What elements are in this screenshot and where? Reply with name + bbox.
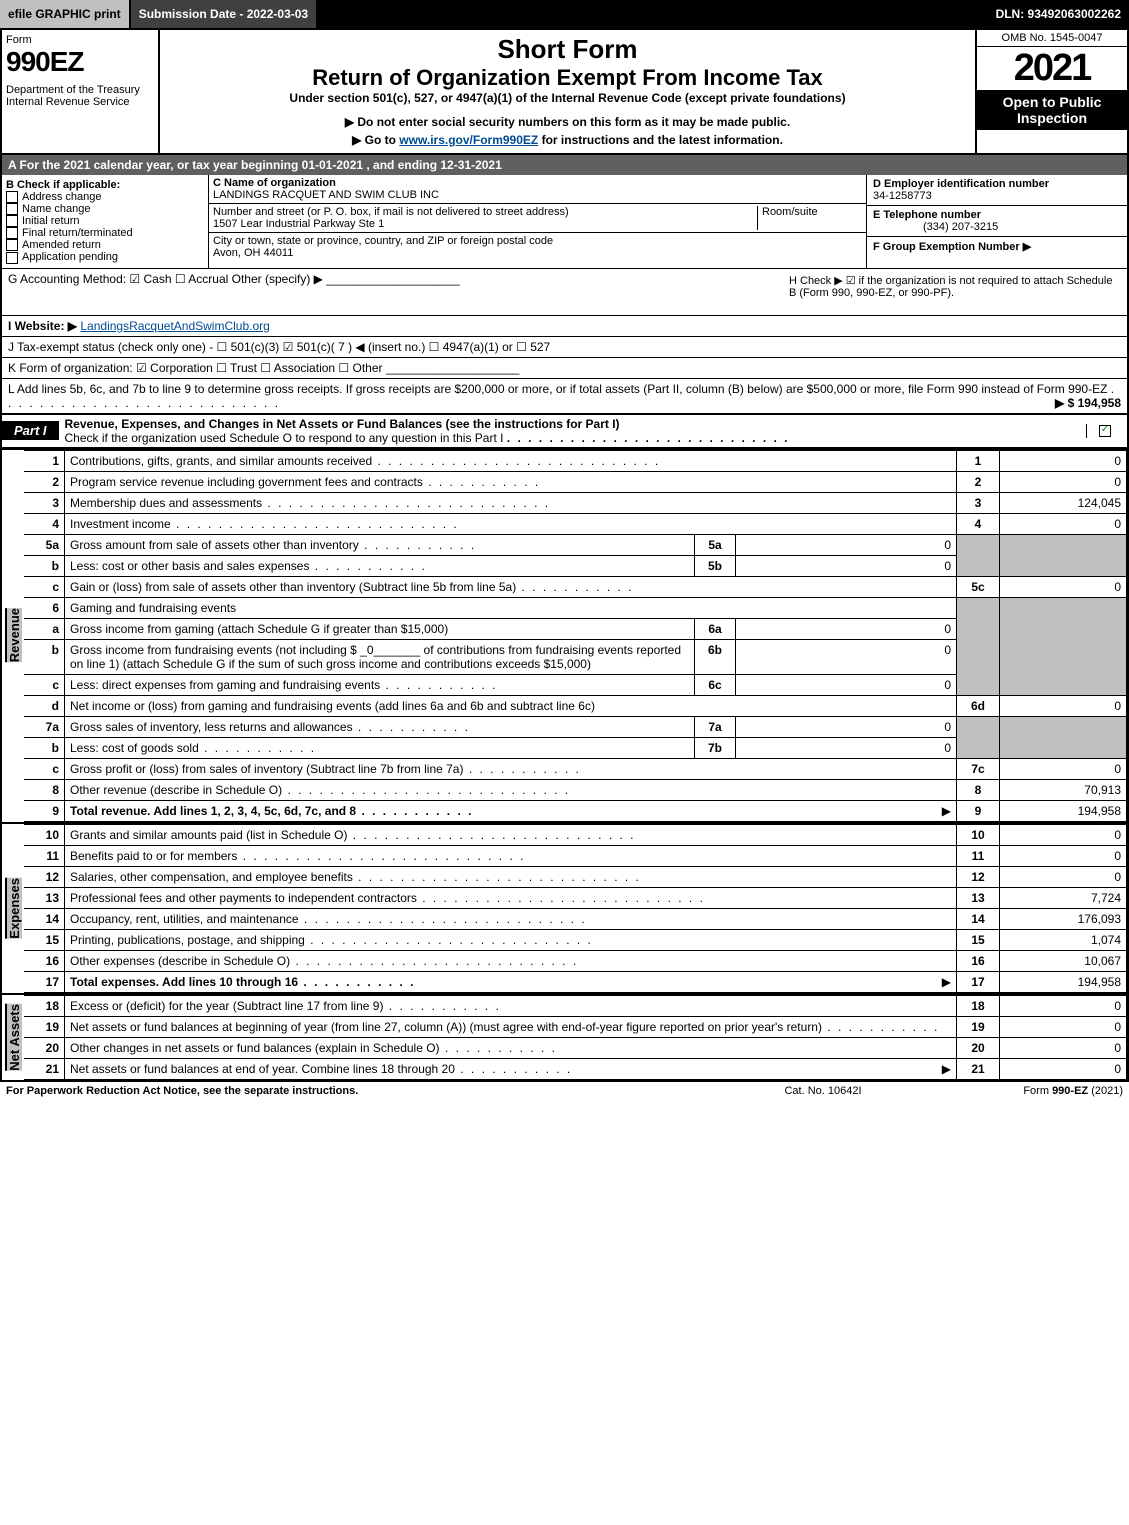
chk-final[interactable] xyxy=(6,227,18,239)
city-label: City or town, state or province, country… xyxy=(213,235,862,247)
bcdef-row: B Check if applicable: Address change Na… xyxy=(2,175,1127,269)
revenue-section: Revenue 1Contributions, gifts, grants, a… xyxy=(2,448,1127,822)
form-label: Form xyxy=(6,34,154,46)
l-text: L Add lines 5b, 6c, and 7b to line 9 to … xyxy=(8,382,1107,396)
netassets-section: Net Assets 18Excess or (deficit) for the… xyxy=(2,993,1127,1080)
opt-amended: Amended return xyxy=(22,239,101,251)
netassets-table: 18Excess or (deficit) for the year (Subt… xyxy=(24,995,1127,1080)
line-j: J Tax-exempt status (check only one) - ☐… xyxy=(2,337,1127,358)
goto-post: for instructions and the latest informat… xyxy=(538,133,783,147)
section-def: D Employer identification number 34-1258… xyxy=(866,175,1127,268)
top-bar: efile GRAPHIC print Submission Date - 20… xyxy=(0,0,1129,28)
opt-final: Final return/terminated xyxy=(22,227,133,239)
phone: (334) 207-3215 xyxy=(873,221,1121,233)
room-label: Room/suite xyxy=(757,206,862,230)
submission-tab: Submission Date - 2022-03-03 xyxy=(131,0,318,28)
dln: DLN: 93492063002262 xyxy=(988,3,1129,25)
g-text: G Accounting Method: ☑ Cash ☐ Accrual Ot… xyxy=(8,272,460,286)
opt-initial: Initial return xyxy=(22,215,79,227)
footer-right: Form 990-EZ (2021) xyxy=(923,1085,1123,1097)
form-header: Form 990EZ Department of the Treasury In… xyxy=(2,30,1127,155)
return-title: Return of Organization Exempt From Incom… xyxy=(164,65,971,91)
dots xyxy=(507,431,790,445)
ein: 34-1258773 xyxy=(873,190,1121,202)
goto-pre: ▶ Go to xyxy=(352,133,399,147)
l-amt: ▶ $ 194,958 xyxy=(1055,396,1121,410)
open-inspection: Open to Public Inspection xyxy=(977,90,1127,130)
city: Avon, OH 44011 xyxy=(213,247,862,259)
line-a: A For the 2021 calendar year, or tax yea… xyxy=(2,155,1127,175)
part1-header: Part I Revenue, Expenses, and Changes in… xyxy=(2,414,1127,448)
section-b: B Check if applicable: Address change Na… xyxy=(2,175,209,268)
org-name: LANDINGS RACQUET AND SWIM CLUB INC xyxy=(213,189,862,201)
part1-title: Revenue, Expenses, and Changes in Net As… xyxy=(59,415,1086,447)
c-label: C Name of organization xyxy=(213,177,862,189)
irs-link[interactable]: www.irs.gov/Form990EZ xyxy=(399,133,538,147)
footer: For Paperwork Reduction Act Notice, see … xyxy=(0,1082,1129,1100)
expenses-section: Expenses 10Grants and similar amounts pa… xyxy=(2,822,1127,993)
street-label: Number and street (or P. O. box, if mail… xyxy=(213,206,757,218)
chk-amended[interactable] xyxy=(6,239,18,251)
form-number: 990EZ xyxy=(6,46,154,78)
tax-year: 2021 xyxy=(977,47,1127,90)
chk-name[interactable] xyxy=(6,203,18,215)
dept-label: Department of the Treasury xyxy=(6,84,154,96)
netassets-label: Net Assets xyxy=(5,1004,22,1071)
revenue-label: Revenue xyxy=(5,608,22,662)
opt-pending: Application pending xyxy=(22,251,118,263)
expenses-table: 10Grants and similar amounts paid (list … xyxy=(24,824,1127,993)
short-form-title: Short Form xyxy=(164,34,971,65)
omb: OMB No. 1545-0047 xyxy=(977,30,1127,47)
footer-mid: Cat. No. 10642I xyxy=(723,1085,923,1097)
d-label: D Employer identification number xyxy=(873,178,1121,190)
efile-tab[interactable]: efile GRAPHIC print xyxy=(0,0,131,28)
line-k: K Form of organization: ☑ Corporation ☐ … xyxy=(2,358,1127,379)
ssn-note: ▶ Do not enter social security numbers o… xyxy=(164,113,971,131)
goto-note: ▶ Go to www.irs.gov/Form990EZ for instru… xyxy=(164,131,971,149)
chk-pending[interactable] xyxy=(6,252,18,264)
opt-address: Address change xyxy=(22,191,102,203)
f-label: F Group Exemption Number ▶ xyxy=(873,240,1121,253)
part1-sub: Check if the organization used Schedule … xyxy=(65,431,504,445)
chk-address[interactable] xyxy=(6,191,18,203)
street: 1507 Lear Industrial Parkway Ste 1 xyxy=(213,218,757,230)
revenue-table: 1Contributions, gifts, grants, and simil… xyxy=(24,450,1127,822)
h-text: H Check ▶ ☑ if the organization is not r… xyxy=(787,272,1121,301)
chk-initial[interactable] xyxy=(6,215,18,227)
line-i: I Website: ▶ LandingsRacquetAndSwimClub.… xyxy=(2,316,1127,337)
website-link[interactable]: LandingsRacquetAndSwimClub.org xyxy=(80,319,269,333)
under-section: Under section 501(c), 527, or 4947(a)(1)… xyxy=(164,91,971,105)
form-outer: Form 990EZ Department of the Treasury In… xyxy=(0,28,1129,1082)
h-content: H Check ▶ ☑ if the organization is not r… xyxy=(789,275,1112,299)
irs-label: Internal Revenue Service xyxy=(6,96,154,108)
part1-tab: Part I xyxy=(2,421,59,440)
section-c: C Name of organization LANDINGS RACQUET … xyxy=(209,175,866,268)
b-label: B Check if applicable: xyxy=(6,179,204,191)
chk-schedule-o[interactable] xyxy=(1099,425,1111,437)
opt-name: Name change xyxy=(22,203,91,215)
line-l: L Add lines 5b, 6c, and 7b to line 9 to … xyxy=(2,379,1127,414)
line-g-h: G Accounting Method: ☑ Cash ☐ Accrual Ot… xyxy=(2,269,1127,316)
e-label: E Telephone number xyxy=(873,209,1121,221)
footer-left: For Paperwork Reduction Act Notice, see … xyxy=(6,1085,723,1097)
part1-chk xyxy=(1086,424,1127,438)
i-label: I Website: ▶ xyxy=(8,319,77,333)
expenses-label: Expenses xyxy=(5,878,22,939)
